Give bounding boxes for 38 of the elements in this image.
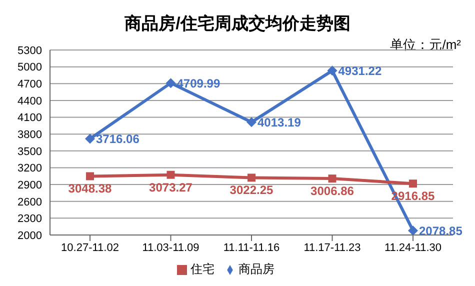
y-tick-label: 5300	[18, 44, 42, 57]
x-tick-label: 10.27-11.02	[61, 242, 119, 254]
point	[86, 172, 94, 180]
chart-title: 商品房/住宅周成交均价走势图	[124, 13, 352, 35]
point	[328, 174, 336, 183]
y-tick-label: 3800	[18, 128, 42, 141]
y-tick-label: 4400	[18, 95, 42, 108]
point	[409, 180, 417, 188]
data-label: 3716.06	[96, 132, 140, 146]
point	[248, 174, 256, 182]
point	[166, 78, 176, 88]
point	[408, 226, 418, 235]
y-tick-label: 2600	[18, 196, 42, 208]
y-tick-label: 2900	[18, 179, 42, 192]
x-tick-label: 11.17-11.23	[304, 242, 361, 254]
point	[246, 117, 256, 128]
legend-label: 商品房	[238, 262, 274, 276]
data-label: 3048.38	[68, 182, 112, 196]
y-tick-label: 2000	[18, 230, 42, 242]
legend-label: 住宅	[190, 262, 214, 276]
data-label: 4709.99	[176, 76, 220, 90]
point	[327, 66, 338, 76]
x-tick-label: 11.03-11.09	[142, 242, 200, 254]
point	[166, 170, 175, 179]
y-tick-label: 4700	[18, 78, 42, 91]
y-tick-label: 3200	[18, 162, 42, 175]
data-label: 4013.19	[258, 115, 302, 130]
y-tick-label: 2300	[18, 213, 42, 226]
data-label: 3022.25	[230, 183, 274, 198]
y-tick-label: 4100	[18, 112, 42, 124]
x-tick-label: 11.11-11.16	[223, 242, 280, 254]
data-label: 3006.86	[310, 184, 354, 198]
x-tick-label: 11.24-11.30	[384, 242, 442, 254]
point	[85, 134, 95, 144]
y-tick-label: 3500	[18, 146, 42, 158]
data-label: 4931.22	[338, 64, 382, 78]
y-tick-label: 5000	[18, 62, 42, 74]
data-label: 2078.85	[419, 224, 463, 238]
